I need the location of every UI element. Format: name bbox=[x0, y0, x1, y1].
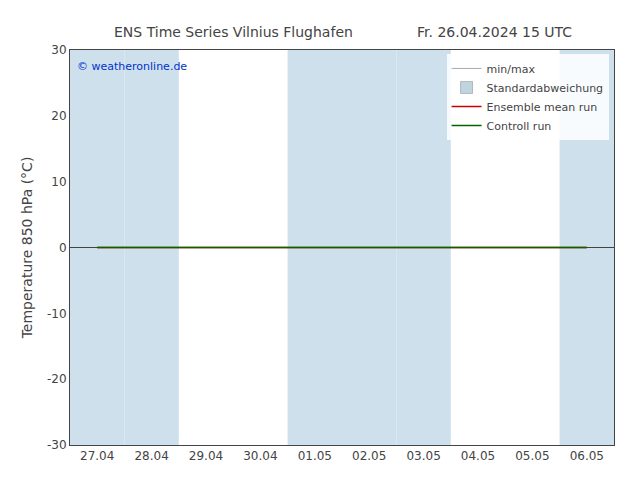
svg-text:Standardabweichung: Standardabweichung bbox=[487, 82, 604, 95]
svg-text:20: 20 bbox=[51, 109, 66, 123]
svg-text:10: 10 bbox=[51, 175, 66, 189]
svg-text:02.05: 02.05 bbox=[352, 449, 386, 463]
svg-text:Fr. 26.04.2024 15 UTC: Fr. 26.04.2024 15 UTC bbox=[417, 24, 572, 40]
svg-text:06.05: 06.05 bbox=[570, 449, 604, 463]
svg-text:Ensemble mean run: Ensemble mean run bbox=[487, 101, 598, 114]
svg-text:29.04: 29.04 bbox=[189, 449, 223, 463]
svg-text:-10: -10 bbox=[47, 307, 67, 321]
svg-text:Controll run: Controll run bbox=[487, 120, 552, 133]
svg-text:01.05: 01.05 bbox=[298, 449, 332, 463]
svg-text:-20: -20 bbox=[47, 372, 67, 386]
svg-text:03.05: 03.05 bbox=[406, 449, 440, 463]
svg-text:min/max: min/max bbox=[487, 63, 536, 76]
svg-text:05.05: 05.05 bbox=[515, 449, 549, 463]
svg-text:04.05: 04.05 bbox=[461, 449, 495, 463]
svg-text:30.04: 30.04 bbox=[243, 449, 277, 463]
svg-text:ENS Time Series Vilnius Flugha: ENS Time Series Vilnius Flughafen bbox=[114, 24, 353, 40]
svg-text:30: 30 bbox=[51, 43, 66, 57]
svg-text:Temperature 850 hPa (°C): Temperature 850 hPa (°C) bbox=[19, 157, 35, 340]
svg-text:27.04: 27.04 bbox=[80, 449, 114, 463]
svg-text:0: 0 bbox=[59, 241, 67, 255]
svg-text:28.04: 28.04 bbox=[134, 449, 168, 463]
svg-text:-30: -30 bbox=[47, 438, 67, 452]
svg-text:© weatheronline.de: © weatheronline.de bbox=[77, 60, 187, 73]
